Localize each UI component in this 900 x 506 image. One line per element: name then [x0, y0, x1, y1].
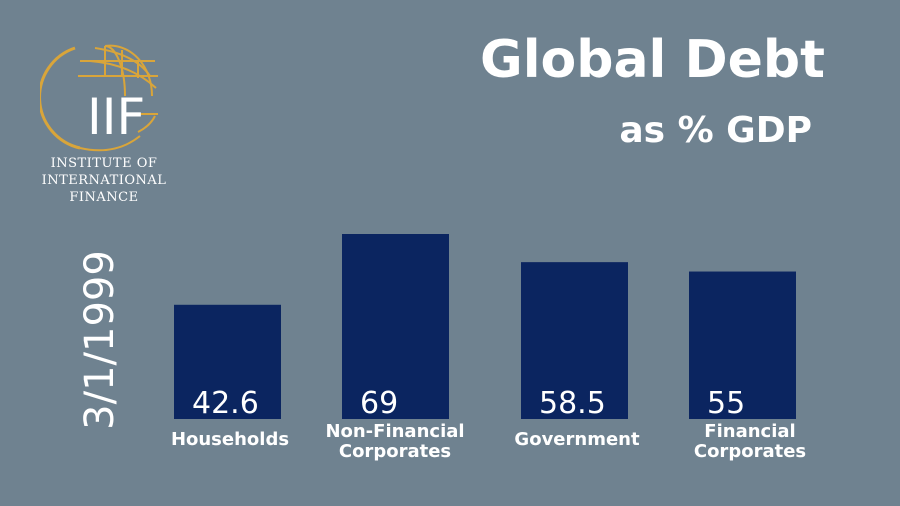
value-label-3: 55	[707, 386, 745, 421]
logo-mark: IIF	[87, 88, 145, 146]
category-label-2-0: Government	[514, 429, 640, 450]
chart-title: Global Debt	[480, 30, 825, 90]
chart-subtitle: as % GDP	[619, 110, 812, 151]
iif-logo: IIF	[38, 36, 170, 206]
globe-logo-icon: IIF	[38, 44, 158, 152]
category-label-0-0: Households	[171, 429, 289, 450]
category-label-1-0: Non-Financial	[325, 421, 464, 442]
logo-line-3: Finance	[69, 190, 139, 205]
category-label-3-1: Corporates	[694, 441, 806, 462]
logo-line-2: International	[41, 173, 167, 188]
logo-wordmark: Institute of International Finance	[38, 155, 170, 206]
category-label-3-0: Financial	[704, 421, 795, 442]
value-label-1: 69	[360, 386, 398, 421]
bar-0	[174, 304, 281, 419]
bar-1	[342, 234, 449, 419]
logo-line-1: Institute of	[50, 156, 158, 171]
category-label-1-1: Corporates	[339, 441, 451, 462]
value-label-2: 58.5	[539, 386, 606, 421]
bar-2	[521, 262, 628, 419]
value-label-0: 42.6	[192, 386, 259, 421]
bar-3	[689, 271, 796, 419]
